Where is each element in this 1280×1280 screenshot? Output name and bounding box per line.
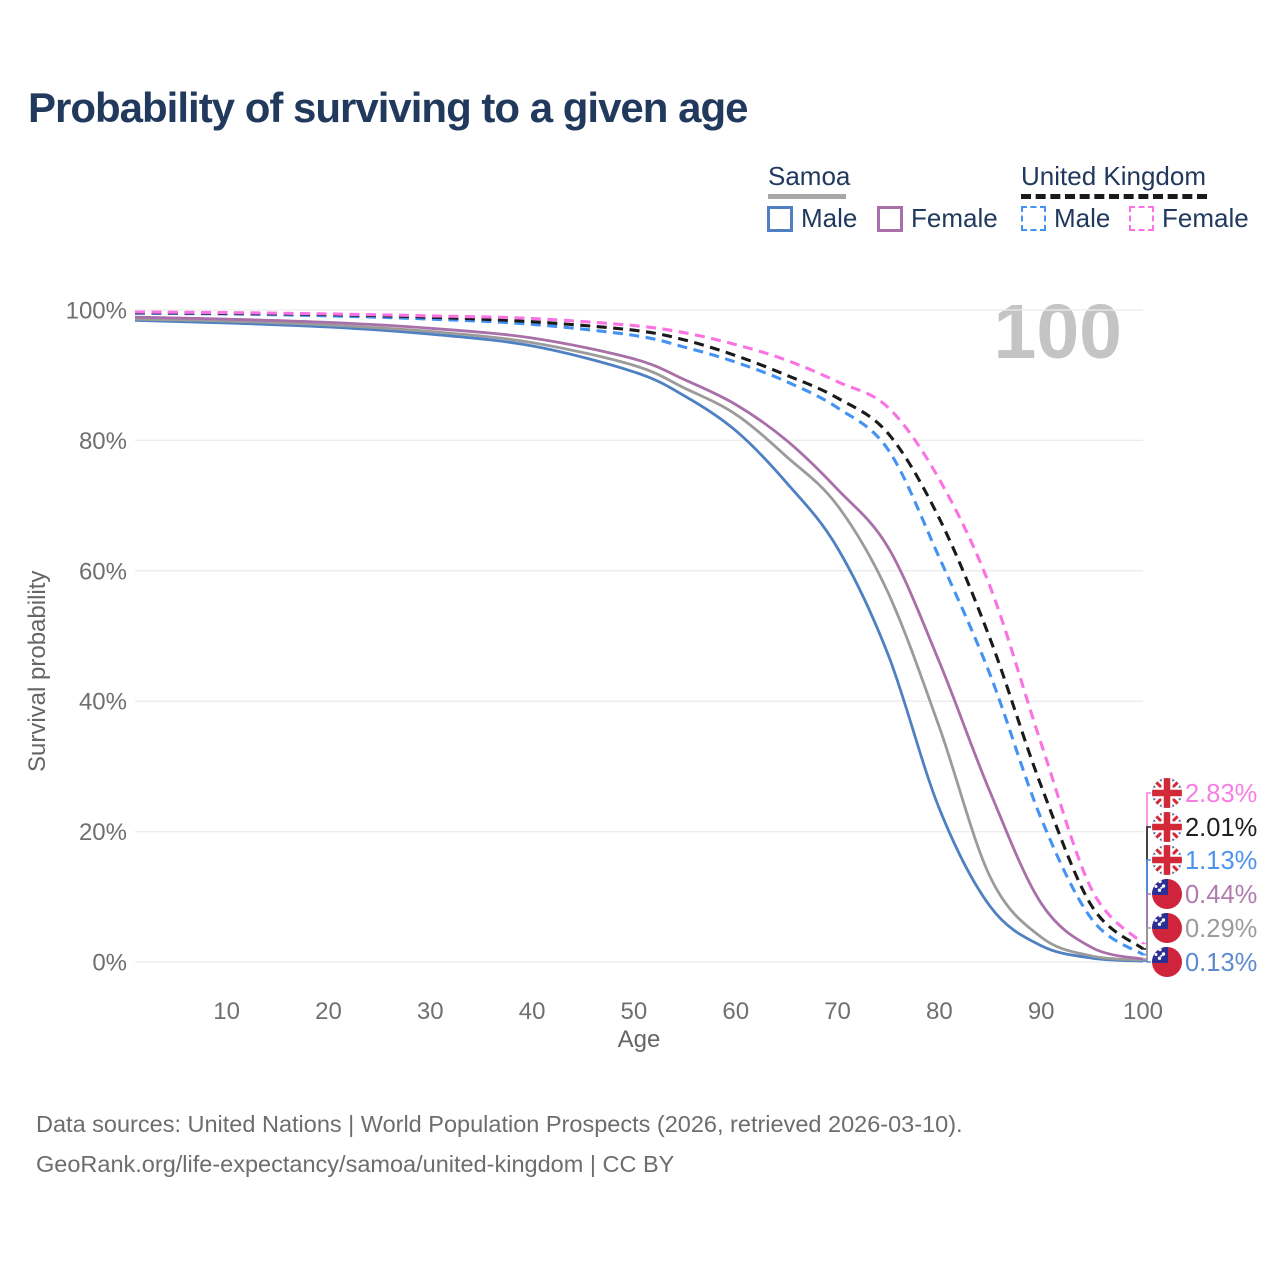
series-line-samoa-male[interactable] — [134, 319, 1144, 963]
end-label-samoa-female: 0.44% — [1152, 879, 1257, 909]
y-tick-label: 20% — [79, 819, 127, 846]
uk-flag-icon — [1152, 812, 1182, 842]
uk-male-swatch-icon — [1021, 206, 1046, 231]
end-label-value: 0.29% — [1185, 915, 1257, 943]
watermark-max-age: 100 — [993, 289, 1122, 375]
y-tick-label: 60% — [79, 558, 127, 585]
y-tick-label: 80% — [79, 428, 127, 455]
y-tick-label: 100% — [66, 298, 127, 325]
end-label-connector — [1143, 960, 1151, 963]
legend-samoa-underline — [768, 194, 846, 199]
series-line-uk-female[interactable] — [134, 310, 1145, 945]
uk-flag-icon — [1152, 778, 1182, 808]
legend-item-uk-female[interactable]: Female — [1129, 203, 1249, 234]
end-label-samoa-both: 0.29% — [1152, 913, 1257, 943]
footer-attribution: GeoRank.org/life-expectancy/samoa/united… — [36, 1151, 675, 1177]
series-line-samoa-female[interactable] — [134, 315, 1144, 961]
x-tick-label: 40 — [519, 998, 546, 1025]
samoa-flag-icon — [1152, 947, 1182, 977]
page-title: Probability of surviving to a given age — [28, 84, 748, 131]
samoa-flag-icon — [1152, 913, 1182, 943]
legend-uk-title: United Kingdom — [1021, 161, 1206, 191]
samoa-flag-icon — [1152, 879, 1182, 909]
end-label-value: 1.13% — [1185, 847, 1257, 875]
samoa-female-swatch-icon — [877, 205, 903, 232]
y-tick-label: 0% — [92, 950, 127, 977]
end-label-value: 0.13% — [1185, 949, 1257, 977]
samoa-male-swatch-icon — [767, 205, 793, 232]
end-label-uk-male: 1.13% — [1152, 845, 1257, 875]
end-label-uk-both: 2.01% — [1152, 812, 1257, 842]
legend-samoa-female-label: Female — [911, 203, 998, 233]
end-label-value: 0.44% — [1185, 881, 1257, 909]
x-tick-label: 100 — [1123, 998, 1163, 1025]
end-label-uk-female: 2.83% — [1152, 778, 1257, 808]
legend-samoa-title: Samoa — [768, 161, 851, 191]
x-tick-label: 50 — [621, 998, 648, 1025]
legend-samoa-male-label: Male — [801, 203, 858, 233]
legend-uk-female-label: Female — [1162, 203, 1249, 233]
series-line-uk-both[interactable] — [134, 311, 1144, 951]
legend-uk-underline — [1021, 194, 1207, 199]
y-tick-label: 40% — [79, 689, 127, 716]
end-label-connector — [1143, 927, 1151, 961]
footer: Data sources: United Nations | World Pop… — [36, 1104, 963, 1184]
y-axis-title: Survival probability — [24, 570, 51, 772]
legend-uk-male-label: Male — [1054, 203, 1111, 233]
x-axis-title: Age — [617, 1026, 661, 1053]
x-tick-label: 20 — [315, 998, 342, 1025]
x-tick-label: 30 — [417, 998, 444, 1025]
x-tick-label: 70 — [824, 998, 851, 1025]
x-tick-label: 60 — [722, 998, 749, 1025]
series-line-uk-male[interactable] — [134, 311, 1144, 956]
x-tick-label: 80 — [926, 998, 953, 1025]
x-tick-label: 10 — [213, 998, 240, 1025]
survival-chart: 100% 80% 60% 40% 20% 0% 10 20 30 40 50 60 70 80 90 100 2… — [66, 298, 1258, 1026]
uk-flag-icon — [1152, 845, 1182, 875]
end-label-value: 2.83% — [1185, 780, 1257, 808]
legend-item-samoa-male[interactable]: Male — [767, 203, 857, 234]
x-tick-label: 90 — [1028, 998, 1055, 1025]
end-label-connector — [1143, 893, 1151, 960]
end-label-samoa-male: 0.13% — [1152, 947, 1257, 977]
legend-item-uk-male[interactable]: Male — [1021, 203, 1110, 234]
footer-data-sources: Data sources: United Nations | World Pop… — [36, 1111, 963, 1137]
end-label-value: 2.01% — [1185, 814, 1257, 842]
series-line-samoa-both[interactable] — [134, 317, 1144, 962]
uk-female-swatch-icon — [1129, 206, 1154, 231]
legend-item-samoa-female[interactable]: Female — [877, 203, 998, 234]
